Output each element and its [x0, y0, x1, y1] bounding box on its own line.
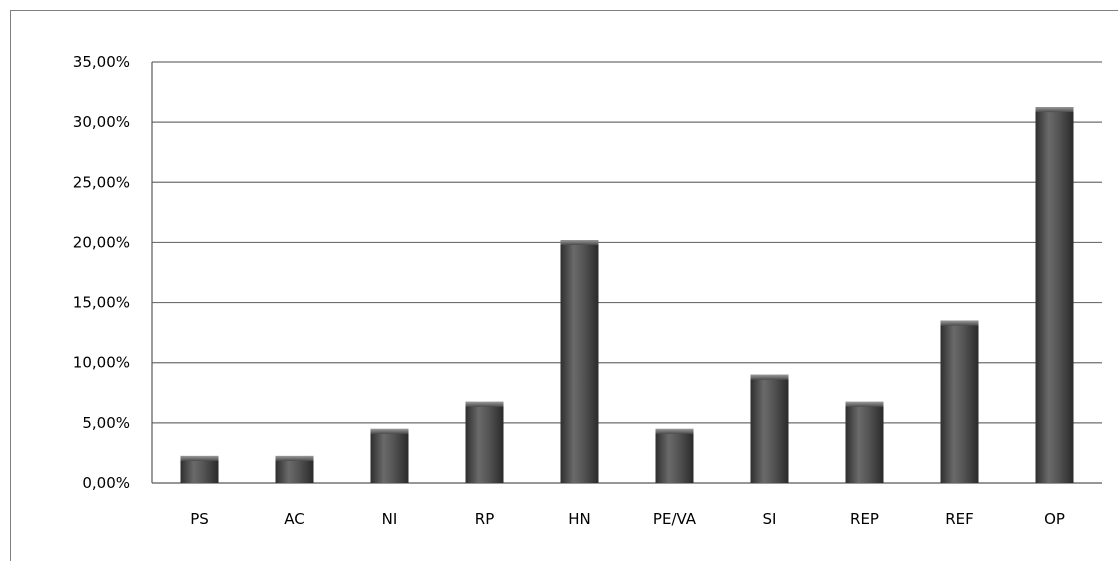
bar-cap: [465, 401, 504, 407]
bar-hn: [560, 240, 599, 483]
bar-rp: [465, 401, 504, 483]
x-tick-label: REF: [945, 510, 974, 528]
x-tick-label: REP: [850, 510, 879, 528]
bar: [465, 401, 504, 483]
y-tick-label: 35,00%: [73, 53, 130, 71]
gridlines: [151, 61, 1102, 484]
bar-cap: [275, 455, 314, 461]
x-tick-label: SI: [763, 510, 777, 528]
bars: [180, 107, 1074, 483]
bar-rep: [845, 401, 884, 483]
bar-cap: [940, 320, 979, 326]
bar-ref: [940, 320, 979, 483]
bar-ni: [370, 428, 409, 483]
x-tick-label: RP: [475, 510, 494, 528]
bar-cap: [750, 374, 789, 380]
bar: [370, 428, 409, 483]
x-tick-label: AC: [284, 510, 304, 528]
x-axis-ticks: PS AC NI RP HN PE/VA SI REP REF OP: [190, 510, 1065, 528]
y-tick-label: 10,00%: [73, 354, 130, 372]
bar-cap: [1035, 107, 1074, 113]
bar: [845, 401, 884, 483]
y-tick-label: 20,00%: [73, 233, 130, 251]
bar: [1035, 107, 1074, 483]
y-tick-label: 15,00%: [73, 294, 130, 312]
bar-si: [750, 374, 789, 483]
bar-cap: [370, 428, 409, 434]
bar-op: [1035, 107, 1074, 483]
chart-frame: [10, 10, 1118, 561]
bar-cap: [180, 455, 219, 461]
bar-cap: [655, 428, 694, 434]
y-tick-label: 30,00%: [73, 113, 130, 131]
bar: [655, 428, 694, 483]
bar-cap: [560, 240, 599, 246]
bar-ps: [180, 455, 219, 483]
bar: [750, 374, 789, 483]
x-tick-label: OP: [1044, 510, 1065, 528]
x-tick-label: NI: [382, 510, 398, 528]
bar-pe-va: [655, 428, 694, 483]
x-tick-label: HN: [568, 510, 591, 528]
y-axis-ticks: 0,00% 5,00% 10,00% 15,00% 20,00% 25,00% 30,00%…: [73, 53, 130, 492]
y-tick-label: 25,00%: [73, 173, 130, 191]
bar-ac: [275, 455, 314, 483]
bar: [560, 240, 599, 483]
x-tick-label: PE/VA: [653, 510, 697, 528]
x-tick-label: PS: [190, 510, 209, 528]
y-tick-label: 5,00%: [82, 414, 130, 432]
y-tick-label: 0,00%: [82, 474, 130, 492]
bar-cap: [845, 401, 884, 407]
bar: [940, 320, 979, 483]
